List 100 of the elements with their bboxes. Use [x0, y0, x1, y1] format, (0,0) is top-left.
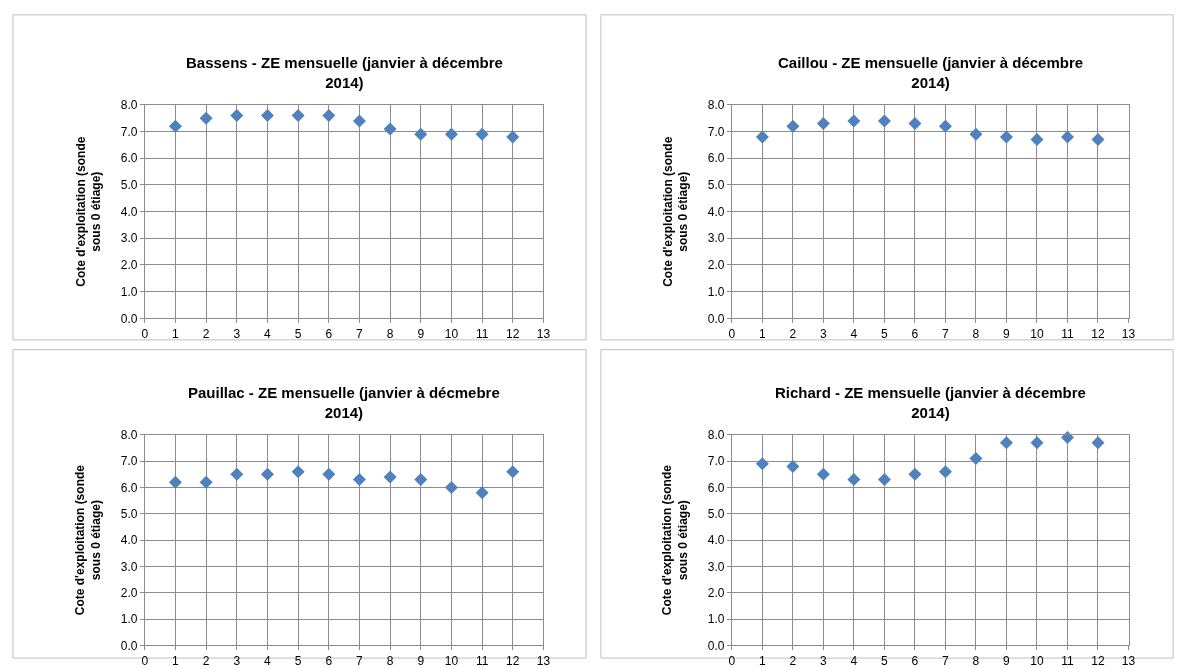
x-tick-label: 6	[325, 653, 333, 668]
x-tick-label: 8	[972, 326, 980, 341]
y-tick-label: 0.0	[707, 311, 725, 326]
y-tick-label: 2.0	[120, 585, 138, 600]
point	[1030, 436, 1044, 450]
x-tick-label: 9	[417, 326, 425, 341]
x-tick-label: 0	[728, 326, 736, 341]
x-tick-label: 3	[820, 653, 828, 668]
y-tick-label: 7.0	[120, 124, 138, 139]
x-tick-label: 1	[172, 653, 180, 668]
chart-title: Richard - ZE mensuelle (janvier à décembre 2014)	[775, 384, 1086, 421]
y-tick-label: 0.0	[707, 638, 725, 653]
x-tick-label: 5	[881, 326, 889, 341]
point	[199, 475, 213, 489]
x-tick-label: 8	[386, 653, 394, 668]
y-tick-label: 4.0	[707, 533, 725, 548]
point	[475, 127, 489, 141]
point	[755, 457, 769, 471]
x-tick-label: 11	[1061, 326, 1075, 341]
x-tick-label: 9	[417, 653, 425, 668]
x-tick-label: 1	[759, 653, 767, 668]
x-tick-label: 8	[386, 326, 394, 341]
point	[1091, 133, 1105, 147]
point	[969, 127, 983, 141]
point	[847, 473, 861, 487]
x-tick-label: 6	[325, 326, 333, 341]
y-tick-label: 3.0	[707, 559, 725, 574]
point	[199, 111, 213, 125]
point	[816, 467, 830, 481]
y-tick-label: 3.0	[120, 231, 138, 246]
x-tick-label: 4	[264, 653, 272, 668]
point	[816, 117, 830, 131]
x-tick-label: 5	[294, 326, 302, 341]
y-tick-label: 1.0	[120, 284, 138, 299]
point	[352, 473, 366, 487]
point	[877, 473, 891, 487]
point	[877, 114, 891, 128]
point	[414, 473, 428, 487]
point	[260, 467, 274, 481]
y-tick-label: 4.0	[707, 204, 725, 219]
chart-title: Bassens - ZE mensuelle (janvier à décembre 2014)	[186, 54, 503, 91]
x-tick-label: 12	[506, 653, 520, 668]
chart-title: Caillou - ZE mensuelle (janvier à décembre 2014)	[778, 54, 1084, 91]
x-tick-label: 5	[881, 653, 889, 668]
x-tick-label: 3	[233, 326, 241, 341]
y-tick-label: 2.0	[707, 258, 725, 273]
point	[1091, 436, 1105, 450]
x-tick-label: 1	[172, 326, 180, 341]
point	[444, 127, 458, 141]
point	[847, 114, 861, 128]
x-tick-label: 3	[233, 653, 241, 668]
point	[260, 109, 274, 123]
x-tick-label: 10	[1030, 653, 1044, 668]
point	[168, 475, 182, 489]
x-tick-label: 11	[1061, 653, 1075, 668]
y-tick-label: 2.0	[707, 585, 725, 600]
x-tick-label: 4	[850, 653, 858, 668]
y-tick-label: 8.0	[120, 428, 138, 443]
x-tick-label: 13	[536, 653, 551, 668]
x-tick-label: 11	[475, 326, 489, 341]
x-tick-label: 9	[1003, 653, 1011, 668]
x-tick-label: 10	[1030, 326, 1044, 341]
y-tick-label: 6.0	[707, 151, 725, 166]
y-tick-label: 8.0	[120, 98, 138, 113]
x-tick-label: 2	[202, 326, 210, 341]
point	[1060, 130, 1074, 144]
point	[786, 459, 800, 473]
point	[938, 465, 952, 479]
chart-title: Pauillac - ZE mensuelle (janvier à décmebre 2014)	[188, 384, 500, 421]
point	[352, 114, 366, 128]
point	[908, 467, 922, 481]
point	[786, 119, 800, 133]
y-tick-label: 7.0	[707, 454, 725, 469]
x-tick-label: 8	[972, 653, 980, 668]
y-tick-label: 7.0	[120, 454, 138, 469]
y-tick-label: 4.0	[120, 204, 138, 219]
x-tick-label: 13	[1121, 326, 1136, 341]
y-tick-label: 1.0	[707, 612, 725, 627]
x-tick-label: 10	[444, 653, 459, 668]
point	[414, 127, 428, 141]
x-tick-label: 12	[506, 326, 520, 341]
point	[230, 467, 244, 481]
point	[999, 436, 1013, 450]
point	[506, 130, 520, 144]
y-tick-label: 4.0	[120, 533, 138, 548]
x-tick-label: 4	[264, 326, 272, 341]
y-tick-label: 2.0	[120, 258, 138, 273]
x-tick-label: 6	[911, 653, 919, 668]
x-tick-label: 10	[444, 326, 459, 341]
y-tick-label: 1.0	[707, 284, 725, 299]
y-tick-label: 5.0	[707, 506, 725, 521]
x-tick-label: 1	[759, 326, 767, 341]
x-tick-label: 2	[789, 326, 797, 341]
y-tick-label: 3.0	[120, 559, 138, 574]
x-tick-label: 6	[911, 326, 919, 341]
y-tick-label: 5.0	[707, 178, 725, 193]
x-tick-label: 4	[850, 326, 858, 341]
x-tick-label: 7	[942, 326, 950, 341]
point	[322, 467, 336, 481]
point	[969, 452, 983, 466]
